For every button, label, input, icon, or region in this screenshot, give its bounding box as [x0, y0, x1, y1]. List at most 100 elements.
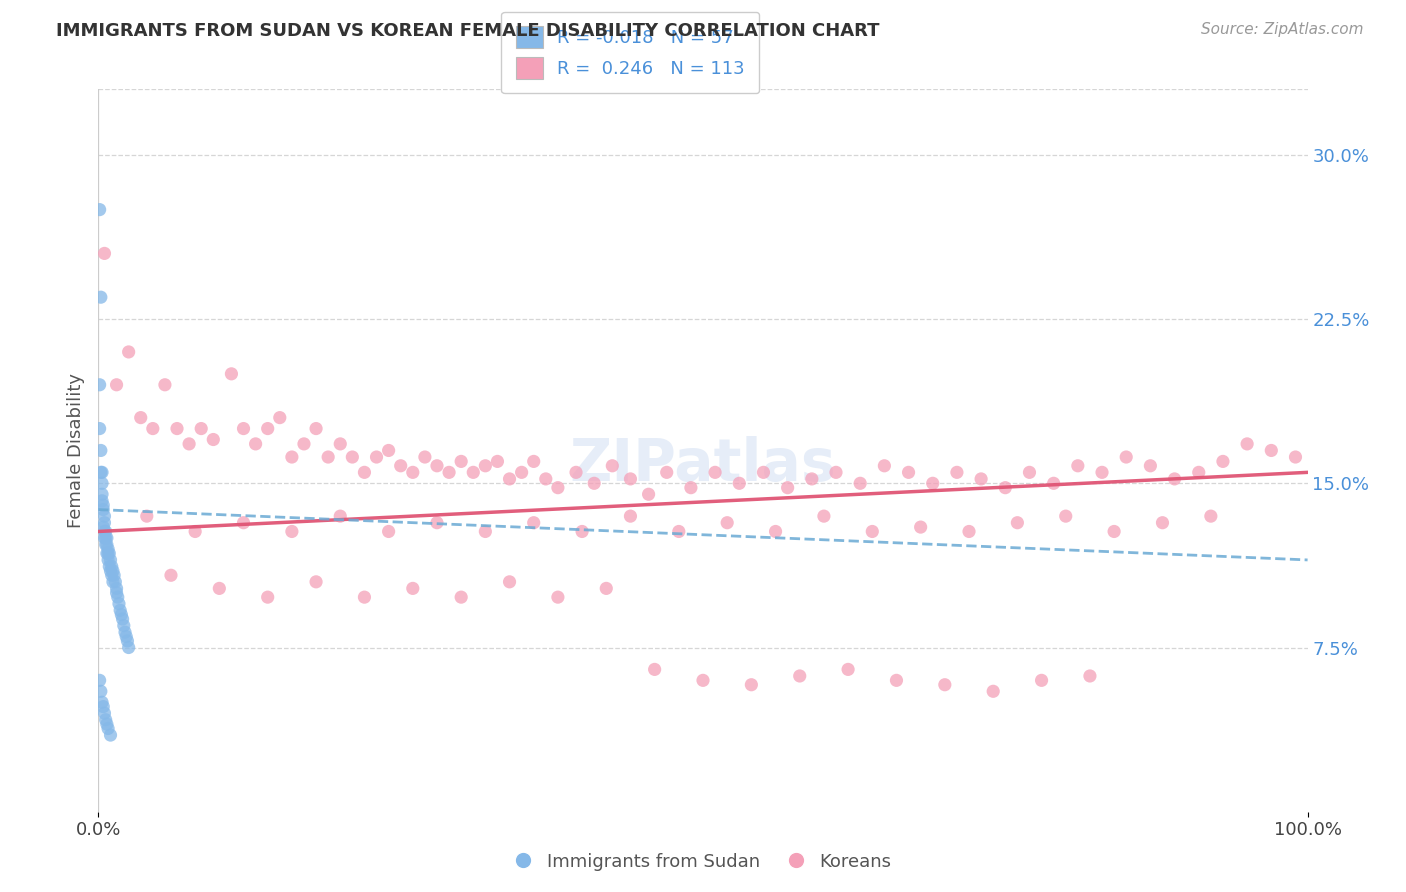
Point	[619, 472, 641, 486]
Point	[1115, 450, 1137, 464]
Text: IMMIGRANTS FROM SUDAN VS KOREAN FEMALE DISABILITY CORRELATION CHART: IMMIGRANTS FROM SUDAN VS KOREAN FEMALE D…	[56, 22, 880, 40]
Point	[825, 466, 848, 480]
Point	[565, 466, 588, 480]
Point	[921, 476, 943, 491]
Point	[716, 516, 738, 530]
Point	[160, 568, 183, 582]
Point	[96, 546, 118, 560]
Point	[256, 590, 278, 604]
Point	[571, 524, 593, 539]
Point	[873, 458, 896, 473]
Point	[602, 458, 624, 473]
Point	[98, 546, 121, 560]
Point	[105, 586, 128, 600]
Point	[100, 553, 122, 567]
Point	[450, 454, 472, 468]
Point	[91, 498, 114, 512]
Point	[679, 481, 702, 495]
Point	[547, 481, 569, 495]
Point	[96, 531, 118, 545]
Point	[96, 538, 118, 552]
Legend: R = -0.018   N = 57, R =  0.246   N = 113: R = -0.018 N = 57, R = 0.246 N = 113	[502, 12, 759, 94]
Point	[342, 450, 364, 464]
Point	[91, 487, 114, 501]
Point	[1284, 450, 1306, 464]
Point	[1260, 443, 1282, 458]
Point	[644, 662, 666, 676]
Point	[153, 377, 176, 392]
Point	[704, 466, 727, 480]
Point	[1007, 516, 1029, 530]
Point	[377, 524, 399, 539]
Point	[981, 684, 1004, 698]
Point	[281, 450, 304, 464]
Point	[108, 597, 131, 611]
Point	[1163, 472, 1185, 486]
Point	[389, 458, 412, 473]
Point	[1042, 476, 1064, 491]
Point	[117, 634, 139, 648]
Point	[1188, 466, 1211, 480]
Point	[1152, 516, 1174, 530]
Point	[498, 574, 520, 589]
Point	[115, 630, 138, 644]
Point	[112, 618, 135, 632]
Point	[1199, 509, 1222, 524]
Point	[101, 564, 124, 578]
Point	[232, 421, 254, 435]
Point	[90, 466, 112, 480]
Point	[232, 516, 254, 530]
Point	[813, 509, 835, 524]
Point	[208, 582, 231, 596]
Point	[93, 509, 115, 524]
Point	[619, 509, 641, 524]
Point	[100, 559, 122, 574]
Point	[93, 524, 115, 539]
Point	[437, 466, 460, 480]
Point	[94, 713, 117, 727]
Point	[104, 574, 127, 589]
Point	[269, 410, 291, 425]
Point	[402, 582, 425, 596]
Point	[776, 481, 799, 495]
Point	[1091, 466, 1114, 480]
Point	[1031, 673, 1053, 688]
Point	[523, 454, 546, 468]
Point	[305, 574, 328, 589]
Point	[957, 524, 980, 539]
Point	[450, 590, 472, 604]
Point	[103, 568, 125, 582]
Point	[1212, 454, 1234, 468]
Point	[91, 520, 114, 534]
Point	[97, 722, 120, 736]
Y-axis label: Female Disability: Female Disability	[66, 373, 84, 528]
Point	[91, 466, 114, 480]
Point	[118, 345, 141, 359]
Point	[96, 717, 118, 731]
Point	[89, 421, 111, 435]
Point	[474, 524, 496, 539]
Point	[547, 590, 569, 604]
Point	[728, 476, 751, 491]
Point	[90, 684, 112, 698]
Point	[837, 662, 859, 676]
Point	[105, 377, 128, 392]
Point	[934, 678, 956, 692]
Point	[93, 516, 115, 530]
Point	[498, 472, 520, 486]
Point	[849, 476, 872, 491]
Point	[91, 695, 114, 709]
Point	[486, 454, 509, 468]
Point	[245, 437, 267, 451]
Point	[184, 524, 207, 539]
Point	[1067, 458, 1090, 473]
Point	[256, 421, 278, 435]
Point	[89, 673, 111, 688]
Point	[94, 531, 117, 545]
Point	[91, 502, 114, 516]
Point	[93, 531, 115, 545]
Point	[1054, 509, 1077, 524]
Point	[353, 466, 375, 480]
Legend: Immigrants from Sudan, Koreans: Immigrants from Sudan, Koreans	[508, 846, 898, 879]
Point	[655, 466, 678, 480]
